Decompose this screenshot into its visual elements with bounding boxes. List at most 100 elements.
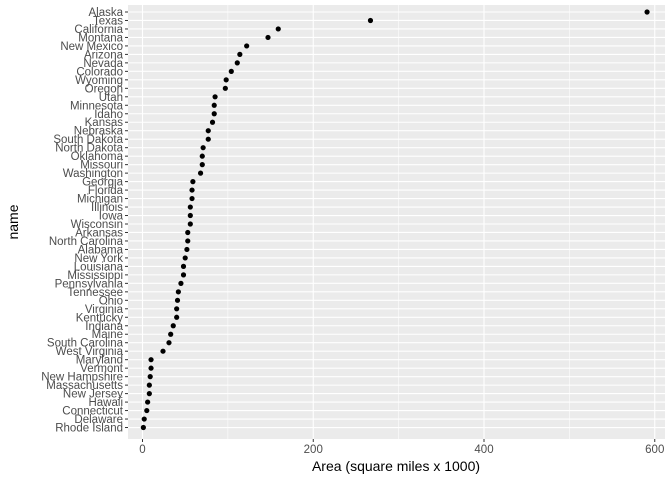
y-tick-label: Washington [63, 168, 123, 180]
y-tick-label: Hawaii [88, 397, 123, 409]
y-tick-label: Massachusetts [46, 380, 123, 392]
data-point [160, 348, 166, 354]
data-point [185, 238, 191, 244]
data-point [185, 229, 191, 236]
y-tick-label: Arizona [84, 49, 124, 61]
x-axis-title: Area (square miles x 1000) [312, 458, 480, 474]
data-point [148, 357, 154, 363]
y-tick-label: Michigan [77, 194, 123, 206]
y-tick-label: Minnesota [70, 100, 124, 112]
data-point [205, 128, 211, 134]
y-tick-label: Missouri [80, 160, 123, 172]
data-point [199, 162, 205, 168]
y-tick-label: Delaware [74, 414, 123, 426]
y-tick-label: Ohio [99, 295, 123, 307]
data-point [211, 102, 217, 108]
data-point [174, 297, 181, 303]
data-point [187, 212, 193, 219]
y-tick-label: New York [74, 253, 123, 265]
data-point [147, 374, 153, 380]
y-tick-label: West Virginia [56, 346, 124, 358]
data-point [174, 306, 180, 312]
data-point [180, 263, 187, 269]
data-point [222, 85, 228, 91]
y-tick-label: Texas [93, 15, 123, 27]
data-point [367, 17, 374, 24]
y-tick-label: Colorado [76, 66, 123, 78]
y-tick-label: Utah [99, 92, 123, 104]
y-tick-label: New Mexico [60, 41, 123, 53]
y-tick-label: Maryland [76, 355, 123, 367]
data-point [141, 416, 147, 422]
y-tick-label: Kentucky [76, 312, 124, 324]
data-point [170, 323, 176, 329]
data-point [228, 68, 234, 74]
data-point [205, 136, 211, 142]
y-tick-label: New Jersey [63, 389, 123, 401]
data-point [174, 314, 180, 320]
x-tick-label: 600 [645, 444, 664, 456]
y-tick-label: South Carolina [47, 338, 124, 350]
data-point [190, 179, 196, 185]
data-point [234, 60, 240, 66]
y-tick-label: Illinois [91, 202, 123, 214]
y-tick-label: Montana [78, 32, 123, 44]
x-tick-label: 200 [304, 444, 323, 456]
data-point [187, 221, 193, 227]
y-tick-label: Idaho [94, 109, 123, 121]
y-tick-label: Mississippi [67, 270, 123, 282]
data-point [175, 289, 181, 295]
data-point [237, 51, 243, 58]
data-point [189, 195, 195, 202]
y-tick-label: Oklahoma [71, 151, 124, 163]
y-tick-label: Alaska [88, 7, 123, 19]
data-points [140, 9, 650, 431]
data-point [199, 153, 205, 159]
y-tick-label: Nebraska [74, 126, 124, 138]
data-point [140, 424, 146, 431]
y-tick-label: Georgia [82, 177, 124, 189]
y-tick-label: Kansas [85, 117, 124, 129]
y-tick-label: Connecticut [62, 406, 124, 418]
data-point [189, 187, 195, 193]
data-point [223, 77, 229, 83]
y-tick-label: Vermont [80, 363, 124, 375]
data-point [200, 145, 206, 151]
x-tick-label: 400 [474, 444, 493, 456]
data-point [265, 34, 271, 41]
data-point [145, 399, 151, 405]
y-tick-label: Arkansas [75, 227, 123, 239]
y-axis-title: name [5, 204, 21, 239]
data-point [182, 255, 188, 261]
y-tick-label: Maine [92, 329, 123, 341]
data-point [144, 407, 150, 414]
y-tick-label: California [74, 24, 123, 36]
data-point [178, 280, 184, 286]
data-point [180, 272, 187, 278]
grid-lines [128, 5, 665, 439]
y-tick-label: Indiana [85, 321, 123, 333]
y-tick-label: Alabama [78, 244, 124, 256]
x-tick-label: 0 [139, 444, 145, 456]
x-axis: 0 200 400 600 [139, 439, 664, 456]
y-tick-label: Virginia [85, 304, 124, 316]
y-tick-label: South Dakota [53, 134, 123, 146]
data-point [275, 26, 281, 32]
y-tick-label: Wyoming [75, 75, 123, 87]
y-tick-label: Rhode Island [55, 423, 123, 435]
y-tick-label: Oregon [85, 83, 123, 95]
data-point [184, 246, 190, 253]
data-point [644, 9, 650, 15]
data-point [168, 331, 174, 337]
data-point [197, 170, 204, 176]
data-point [211, 111, 217, 117]
plot-panel [128, 5, 665, 439]
y-tick-label: Florida [88, 185, 124, 197]
y-tick-label: Louisiana [74, 261, 124, 273]
data-point [187, 204, 193, 210]
data-point [146, 391, 152, 397]
data-point [148, 365, 154, 371]
data-point [212, 94, 218, 100]
